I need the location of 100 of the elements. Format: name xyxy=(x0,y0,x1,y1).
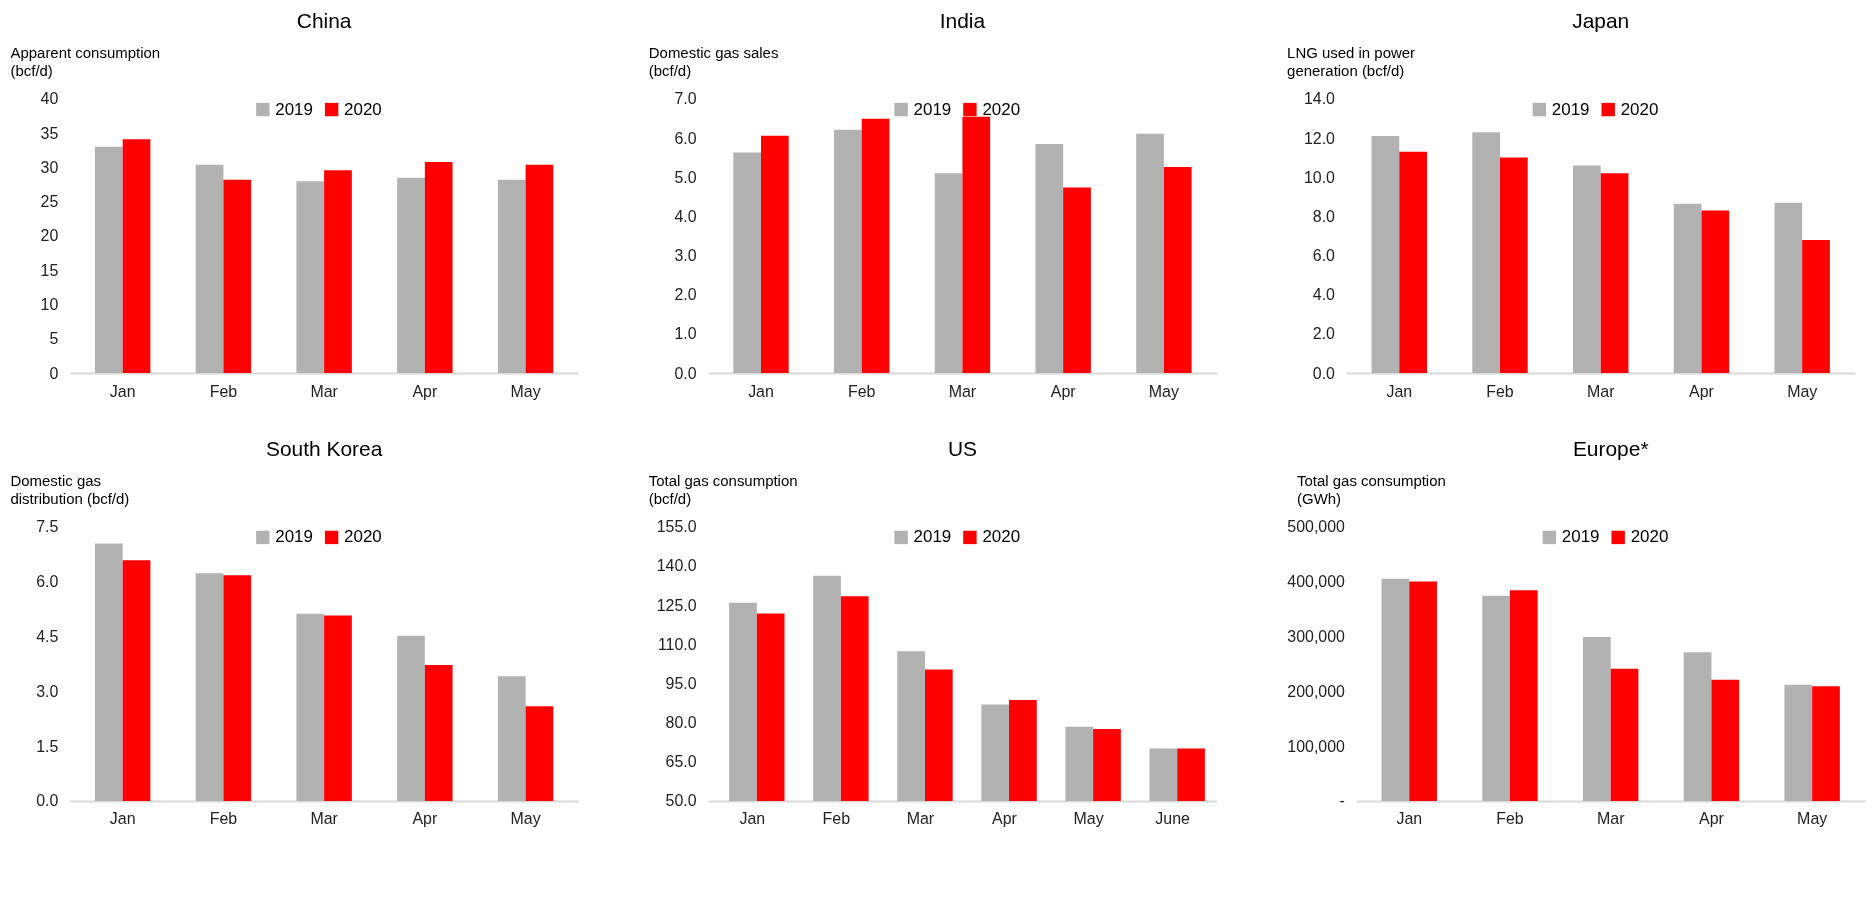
bar xyxy=(223,179,252,374)
bar xyxy=(1163,167,1192,374)
bar xyxy=(1500,157,1528,374)
x-tick-label: Mar xyxy=(310,382,339,400)
y-tick-label: 40 xyxy=(40,90,59,108)
legend-label: 2020 xyxy=(344,527,382,547)
bar xyxy=(1136,133,1164,374)
legend-label: 2019 xyxy=(275,99,313,119)
y-tick-label: 0.0 xyxy=(36,792,59,810)
legend-label: 2019 xyxy=(1551,99,1590,119)
y-tick-label: 1.5 xyxy=(36,737,59,755)
y-tick-label: 6.0 xyxy=(36,573,59,591)
x-tick-label: Mar xyxy=(310,810,339,828)
y-tick-label: 15 xyxy=(40,261,59,279)
legend-label: 2019 xyxy=(1561,527,1600,547)
x-tick-label: May xyxy=(510,810,541,828)
bar xyxy=(1482,595,1510,801)
y-tick-label: 5 xyxy=(49,330,59,348)
bar xyxy=(195,573,224,801)
y-tick-label: 4.0 xyxy=(1312,286,1336,304)
y-axis-title: Domestic gas sales (bcf/d) xyxy=(648,44,779,80)
bar xyxy=(223,575,252,801)
legend-label: 2019 xyxy=(913,99,952,119)
x-tick-label: May xyxy=(1073,810,1104,828)
bar xyxy=(1683,652,1712,801)
bar xyxy=(397,177,425,374)
y-tick-label: 400,000 xyxy=(1287,573,1346,591)
x-tick-label: Mar xyxy=(906,810,935,828)
y-tick-label: 8.0 xyxy=(1312,207,1336,225)
bar xyxy=(1812,686,1840,801)
y-tick-label: 6.0 xyxy=(674,129,697,147)
bar xyxy=(324,170,352,374)
x-tick-label: Mar xyxy=(1596,810,1626,828)
bar xyxy=(1381,578,1410,801)
bar xyxy=(1701,210,1730,374)
y-tick-label: 35 xyxy=(40,124,59,142)
y-tick-label: 30 xyxy=(40,158,59,176)
x-tick-label: May xyxy=(1787,382,1818,400)
bar xyxy=(497,676,526,801)
bar xyxy=(94,146,123,374)
y-axis-title: Apparent consumption (bcf/d) xyxy=(10,44,161,80)
y-tick-label: 65.0 xyxy=(665,753,697,771)
y-tick-label: 6.0 xyxy=(1312,247,1336,265)
y-tick-label: 25 xyxy=(40,193,59,211)
y-tick-label: 200,000 xyxy=(1287,682,1346,700)
y-tick-label: 3.0 xyxy=(36,682,59,700)
bar xyxy=(324,615,352,801)
bar xyxy=(1371,136,1400,374)
bar xyxy=(424,161,453,374)
chart-title: South Korea xyxy=(265,436,383,460)
y-tick-label: 5.0 xyxy=(674,168,697,186)
x-tick-label: Feb xyxy=(822,810,851,828)
x-tick-label: Apr xyxy=(992,810,1018,828)
legend-label: 2020 xyxy=(344,99,382,119)
x-tick-label: June xyxy=(1155,810,1191,828)
bar xyxy=(1802,239,1830,374)
bar xyxy=(861,118,890,374)
x-tick-label: Apr xyxy=(1050,382,1077,400)
legend-label: 2020 xyxy=(1620,99,1659,119)
y-tick-label: - xyxy=(1339,792,1345,810)
y-tick-label: 12.0 xyxy=(1303,129,1336,147)
bar xyxy=(1509,590,1538,801)
y-tick-label: 50.0 xyxy=(665,792,697,810)
y-tick-label: 4.5 xyxy=(36,627,59,645)
y-axis-title: LNG used in power generation (bcf/d) xyxy=(1287,44,1416,80)
y-tick-label: 100,000 xyxy=(1287,737,1346,755)
x-tick-label: Jan xyxy=(109,382,136,400)
bar xyxy=(94,543,123,801)
y-tick-label: 1.0 xyxy=(674,325,697,343)
y-tick-label: 95.0 xyxy=(665,674,697,692)
bar xyxy=(497,179,526,374)
bar xyxy=(834,129,862,374)
y-tick-label: 2.0 xyxy=(1312,325,1336,343)
x-tick-label: Mar xyxy=(948,382,977,400)
legend-label: 2020 xyxy=(1630,527,1669,547)
bar xyxy=(1610,668,1639,801)
x-tick-label: Jan xyxy=(1386,382,1413,400)
x-tick-label: Apr xyxy=(1689,382,1715,400)
bar xyxy=(525,706,554,801)
bar xyxy=(1399,151,1427,374)
chart-title: Europe* xyxy=(1572,436,1649,460)
y-axis-title: Total gas consumption (GWh) xyxy=(1297,472,1446,508)
y-tick-label: 80.0 xyxy=(665,714,697,732)
x-tick-label: Jan xyxy=(748,382,774,400)
bar xyxy=(296,181,325,374)
x-tick-label: Feb xyxy=(209,810,238,828)
x-tick-label: Jan xyxy=(1396,810,1423,828)
bar xyxy=(760,135,789,374)
x-tick-label: Jan xyxy=(109,810,136,828)
bar xyxy=(296,613,325,801)
bar xyxy=(934,173,963,374)
y-tick-label: 0.0 xyxy=(674,364,697,382)
y-tick-label: 14.0 xyxy=(1303,90,1336,108)
x-tick-label: Feb xyxy=(1496,810,1524,828)
bar xyxy=(525,164,554,374)
y-tick-label: 3.0 xyxy=(674,247,697,265)
y-tick-label: 140.0 xyxy=(656,557,697,575)
bar xyxy=(1063,187,1091,374)
bar xyxy=(1035,143,1064,374)
y-tick-label: 7.5 xyxy=(36,518,59,536)
